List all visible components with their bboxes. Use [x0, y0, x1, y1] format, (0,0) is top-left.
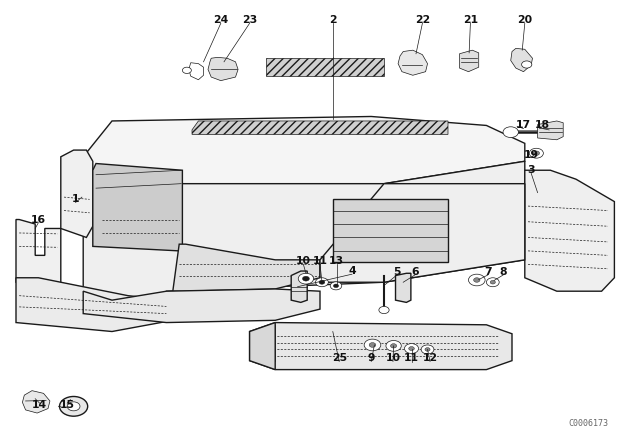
- Circle shape: [404, 344, 419, 353]
- Circle shape: [386, 340, 401, 351]
- Text: C0006173: C0006173: [568, 419, 608, 428]
- Circle shape: [319, 280, 325, 284]
- Polygon shape: [320, 184, 525, 282]
- Polygon shape: [83, 289, 320, 323]
- Circle shape: [60, 396, 88, 416]
- Polygon shape: [250, 323, 512, 370]
- Text: 3: 3: [527, 165, 535, 175]
- Polygon shape: [208, 57, 238, 81]
- Text: 17: 17: [516, 121, 531, 130]
- Text: 25: 25: [332, 353, 347, 363]
- Text: 15: 15: [60, 401, 75, 410]
- Circle shape: [468, 274, 485, 286]
- Text: 10: 10: [296, 256, 311, 266]
- Polygon shape: [398, 50, 428, 75]
- Text: 22: 22: [415, 15, 430, 25]
- Text: 9: 9: [367, 353, 375, 363]
- Text: 2: 2: [329, 15, 337, 25]
- Circle shape: [316, 278, 328, 287]
- Text: 8: 8: [499, 267, 507, 277]
- Text: 18: 18: [535, 121, 550, 130]
- Circle shape: [364, 339, 381, 351]
- Circle shape: [533, 151, 540, 155]
- Text: 11: 11: [312, 256, 328, 266]
- Text: 20: 20: [517, 15, 532, 25]
- Circle shape: [409, 347, 414, 350]
- Polygon shape: [291, 271, 307, 302]
- Text: 4: 4: [348, 266, 356, 276]
- Text: 6: 6: [411, 267, 419, 277]
- Text: 12: 12: [422, 353, 438, 363]
- Polygon shape: [525, 170, 614, 291]
- Text: 7: 7: [484, 267, 492, 277]
- Circle shape: [182, 67, 191, 73]
- Circle shape: [333, 284, 339, 288]
- Circle shape: [330, 282, 342, 290]
- Polygon shape: [16, 220, 61, 296]
- Polygon shape: [16, 278, 173, 332]
- Polygon shape: [83, 157, 525, 300]
- Text: 21: 21: [463, 15, 478, 25]
- Text: 11: 11: [404, 353, 419, 363]
- Polygon shape: [460, 50, 479, 72]
- Circle shape: [369, 343, 376, 347]
- Circle shape: [474, 278, 480, 282]
- Circle shape: [503, 127, 518, 138]
- Circle shape: [379, 306, 389, 314]
- Text: 19: 19: [524, 150, 539, 159]
- Text: 23: 23: [242, 15, 257, 25]
- Polygon shape: [266, 58, 384, 76]
- Circle shape: [67, 402, 80, 411]
- Text: 13: 13: [329, 256, 344, 266]
- Circle shape: [421, 345, 434, 354]
- Polygon shape: [250, 323, 275, 370]
- Text: 16: 16: [31, 215, 46, 224]
- Circle shape: [425, 348, 430, 351]
- Polygon shape: [396, 273, 411, 302]
- Text: 10: 10: [385, 353, 401, 363]
- Polygon shape: [61, 150, 93, 237]
- Circle shape: [522, 61, 532, 68]
- Text: 14: 14: [32, 401, 47, 410]
- Polygon shape: [93, 164, 182, 251]
- Polygon shape: [83, 116, 525, 184]
- Text: 5: 5: [393, 267, 401, 277]
- Text: 24: 24: [213, 15, 228, 25]
- Polygon shape: [333, 199, 448, 262]
- Text: 1: 1: [72, 194, 79, 204]
- Polygon shape: [189, 63, 204, 80]
- Polygon shape: [538, 121, 563, 140]
- Circle shape: [529, 148, 543, 158]
- Circle shape: [298, 273, 314, 284]
- Circle shape: [490, 280, 495, 284]
- Circle shape: [303, 276, 309, 281]
- Circle shape: [486, 278, 499, 287]
- Polygon shape: [22, 391, 50, 413]
- Polygon shape: [511, 48, 532, 72]
- Circle shape: [390, 344, 397, 348]
- Polygon shape: [192, 121, 448, 134]
- Polygon shape: [173, 244, 320, 291]
